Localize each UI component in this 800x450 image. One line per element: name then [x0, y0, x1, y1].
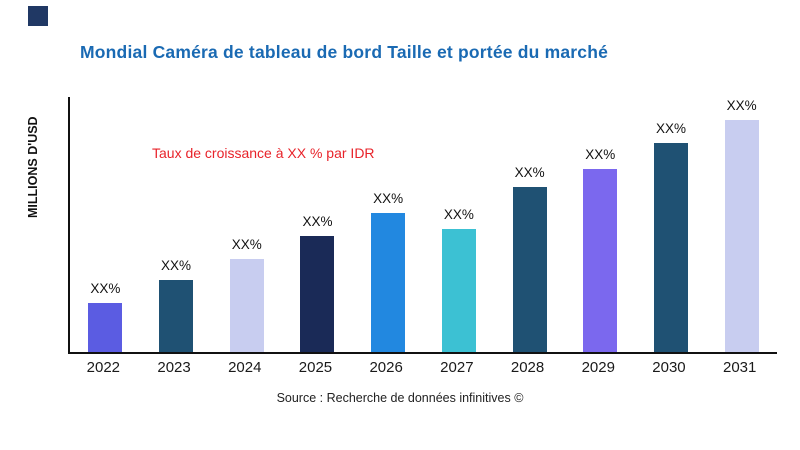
bar-value-label: XX% — [655, 121, 686, 136]
bar-value-label: XX% — [90, 281, 121, 296]
bar-value-label: XX% — [726, 98, 757, 113]
bars-container: XX% XX% XX% XX% XX% XX% XX% XX% XX% XX% — [70, 97, 777, 352]
bar — [441, 229, 476, 352]
bar — [724, 120, 759, 352]
x-tick-label: 2026 — [369, 359, 403, 376]
bar — [512, 187, 547, 352]
bar-value-label: XX% — [161, 258, 192, 273]
x-tick-label: 2029 — [581, 359, 615, 376]
x-axis-labels: 2022 2023 2024 2025 2026 2027 2028 2029 2030 2031 — [68, 359, 775, 376]
bar-value-label: XX% — [302, 214, 333, 229]
bar-value-label: XX% — [231, 237, 262, 252]
x-tick-label: 2024 — [228, 359, 262, 376]
x-tick-label: 2028 — [510, 359, 545, 376]
growth-rate-annotation: Taux de croissance à XX % par IDR — [152, 145, 375, 161]
plot-area: Taux de croissance à XX % par IDR XX% XX%… — [68, 97, 777, 354]
bar-value-label: XX% — [514, 165, 545, 180]
logo-square — [28, 6, 48, 26]
bar-group-2028: XX% — [494, 165, 565, 352]
bar — [229, 259, 264, 352]
bar — [159, 280, 194, 352]
bar-group-2022: XX% — [70, 281, 141, 352]
bar-value-label: XX% — [585, 147, 616, 162]
y-axis-label: MILLIONS D'USD — [26, 116, 40, 219]
bar — [88, 303, 123, 352]
x-tick-label: 2027 — [440, 359, 474, 376]
bar-group-2030: XX% — [636, 121, 707, 352]
x-tick-label: 2030 — [652, 359, 686, 376]
chart-title: Mondial Caméra de tableau de bord Taille… — [80, 42, 609, 62]
bar-group-2031: XX% — [706, 98, 777, 352]
x-tick-label: 2031 — [722, 359, 757, 376]
x-tick-label: 2022 — [86, 359, 121, 376]
bar-value-label: XX% — [373, 191, 404, 206]
x-tick-label: 2023 — [157, 359, 191, 376]
bar-group-2027: XX% — [424, 207, 495, 352]
bar — [583, 169, 618, 352]
bar-group-2024: XX% — [211, 237, 282, 352]
bar-group-2029: XX% — [565, 147, 636, 352]
bar-group-2026: XX% — [353, 191, 424, 352]
source-text: Source : Recherche de données infinitive… — [276, 391, 524, 405]
bar-group-2025: XX% — [282, 214, 353, 352]
bar — [653, 143, 688, 352]
bar — [300, 236, 335, 352]
bar-value-label: XX% — [443, 207, 474, 222]
bar-group-2023: XX% — [141, 258, 212, 352]
x-tick-label: 2025 — [298, 359, 333, 376]
bar — [371, 213, 406, 352]
